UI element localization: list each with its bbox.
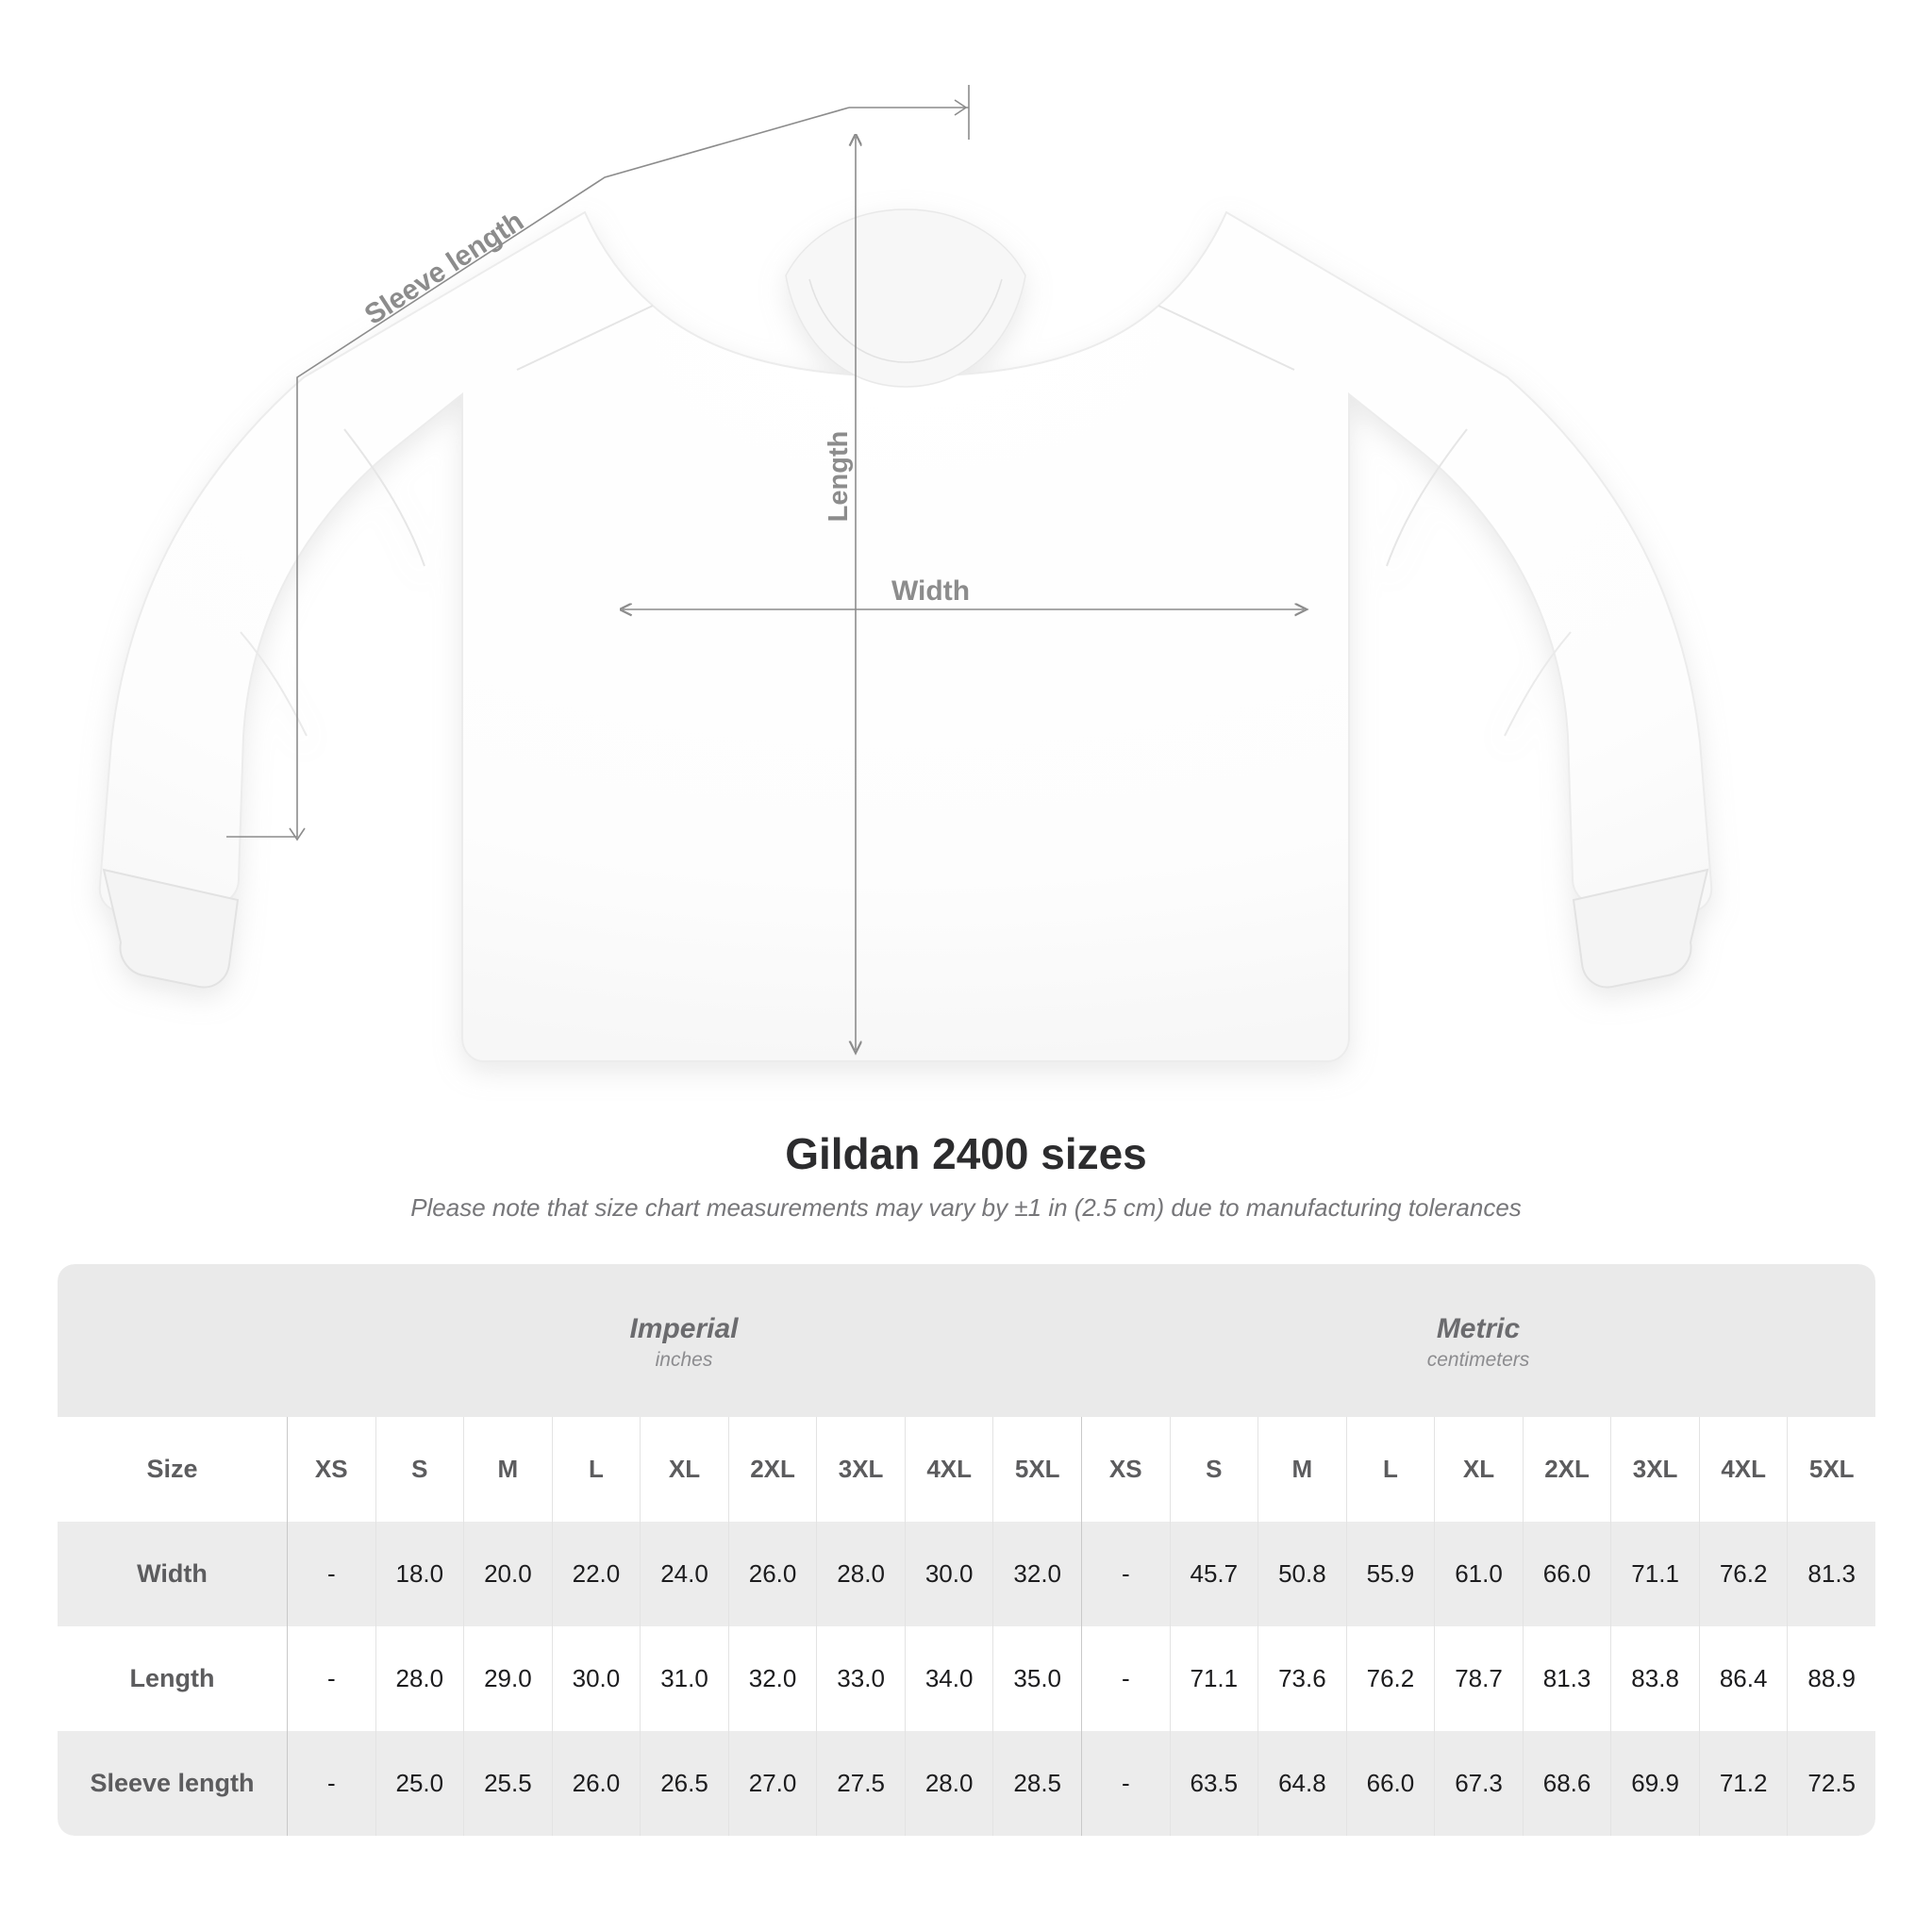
svg-text:Width: Width: [891, 575, 970, 607]
svg-text:Length: Length: [824, 431, 854, 523]
